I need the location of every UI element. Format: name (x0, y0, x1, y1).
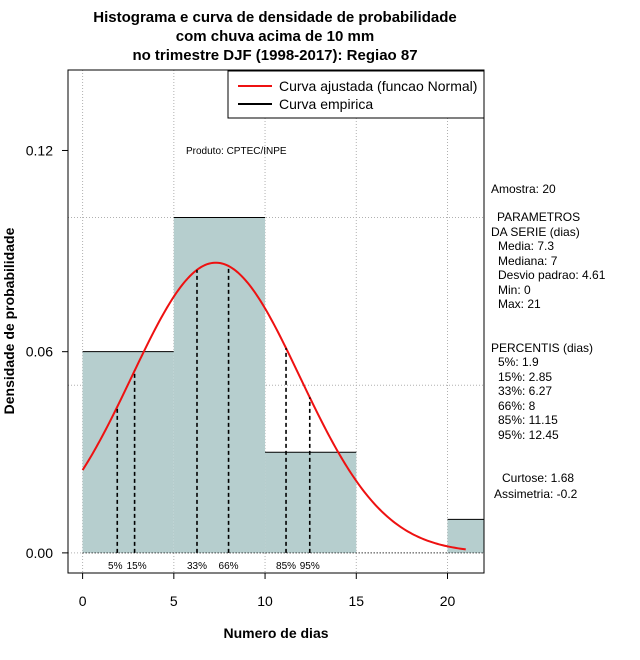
percentil-line: 15%: 2.85 (498, 370, 552, 384)
plot-frame (67, 69, 485, 574)
percentil-line: 66%: 8 (498, 399, 536, 413)
x-tick-label: 0 (79, 593, 87, 609)
histogram-bars (82, 217, 484, 554)
percentil-line: 85%: 11.15 (498, 413, 558, 427)
normal-curve-layer (81, 261, 466, 551)
normal-curve (81, 261, 466, 551)
percentis-title: PERCENTIS (dias) (491, 341, 593, 355)
percentil-line: 5%: 1.9 (498, 355, 539, 369)
y-tick-label: 0.12 (26, 142, 53, 158)
percentile-label: 85% (276, 561, 296, 572)
stat-sample: Amostra: 20 (491, 182, 556, 196)
param-line: Media: 7.3 (498, 239, 554, 253)
axes: 0 5 10 15 20 0.00 0.06 0.12 (26, 142, 456, 609)
stats-panel: Amostra: 20 PARAMETROS DA SERIE (dias) M… (491, 182, 606, 501)
percentile-label: 5% (108, 561, 123, 572)
y-tick-label: 0.06 (26, 344, 53, 360)
percentile-label: 66% (219, 561, 239, 572)
legend-label-empirical: Curva empirica (279, 96, 373, 112)
param-line: Mediana: 7 (498, 254, 558, 268)
legend-label-fitted: Curva ajustada (funcao Normal) (279, 78, 477, 94)
title-line-2: com chuva acima de 10 mm (176, 28, 374, 45)
x-tick-label: 15 (348, 593, 364, 609)
histogram-bar (173, 217, 266, 553)
x-tick-label: 20 (440, 593, 456, 609)
legend-box (227, 70, 485, 119)
legend: Curva ajustada (funcao Normal) Curva emp… (227, 70, 485, 119)
histogram-bar (265, 452, 357, 553)
y-axis-label: Densidade de probabilidade (1, 227, 17, 414)
params-title-1: PARAMETROS (497, 210, 580, 224)
percentil-line: 33%: 6.27 (498, 384, 552, 398)
param-line: Max: 21 (498, 297, 541, 311)
param-line: Min: 0 (498, 283, 531, 297)
x-tick-label: 10 (257, 593, 273, 609)
percentile-label: 33% (187, 561, 207, 572)
title-line-3: no trimestre DJF (1998-2017): Regiao 87 (132, 47, 417, 64)
percentile-label: 15% (127, 561, 147, 572)
product-annotation: Produto: CPTEC/INPE (186, 146, 287, 157)
title-line-1: Histograma e curva de densidade de proba… (93, 9, 456, 26)
x-axis-label: Numero de dias (223, 625, 328, 641)
y-tick-label: 0.00 (26, 545, 53, 561)
param-line: Desvio padrao: 4.61 (498, 268, 606, 282)
percentile-lines: 5% 15% 33% 66% 85% 95% (108, 266, 320, 572)
params-title-2: DA SERIE (dias) (491, 225, 580, 239)
chart-title: Histograma e curva de densidade de proba… (93, 9, 456, 64)
stat-curtose: Curtose: 1.68 (502, 471, 574, 485)
percentile-label: 95% (300, 561, 320, 572)
percentil-line: 95%: 12.45 (498, 428, 559, 442)
x-tick-label: 5 (170, 593, 178, 609)
stat-assimetria: Assimetria: -0.2 (494, 487, 578, 501)
